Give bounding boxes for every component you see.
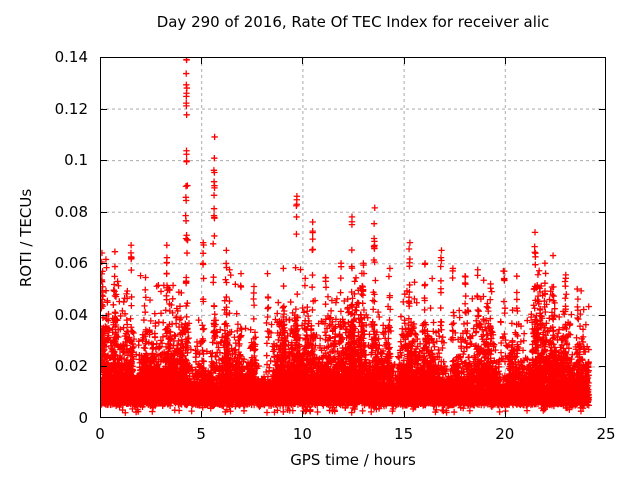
- x-tick-label: 10: [292, 425, 312, 443]
- x-tick-label: 5: [196, 425, 206, 443]
- x-tick-label: 15: [394, 425, 414, 443]
- x-axis-label: GPS time / hours: [290, 451, 416, 469]
- y-tick-label: 0.02: [54, 357, 88, 376]
- y-tick-label: 0.06: [54, 254, 88, 273]
- y-tick-label: 0.12: [54, 99, 88, 118]
- plot-area: [100, 57, 606, 418]
- y-tick-label: 0: [78, 409, 88, 427]
- x-tick-label: 0: [95, 425, 105, 443]
- y-tick-label: 0.14: [54, 48, 88, 66]
- y-tick-label: 0.1: [64, 151, 88, 170]
- x-tick-label: 20: [495, 425, 515, 443]
- chart-title: Day 290 of 2016, Rate Of TEC Index for r…: [156, 13, 550, 31]
- y-tick-label: 0.08: [54, 202, 88, 221]
- y-tick-label: 0.04: [54, 305, 88, 324]
- x-tick-label: 25: [596, 425, 616, 443]
- scatter-points-canvas: [100, 57, 606, 418]
